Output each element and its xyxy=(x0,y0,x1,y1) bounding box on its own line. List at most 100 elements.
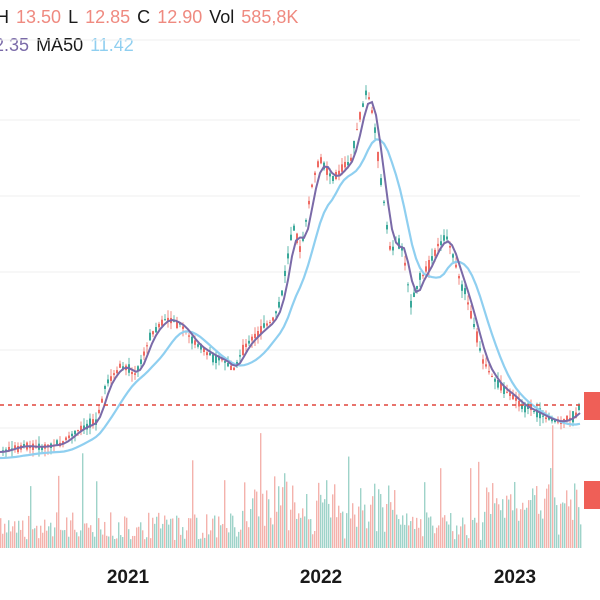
ohlc-legend: H 13.50 L 12.85 C 12.90 Vol 585,8K xyxy=(0,6,300,28)
volume-bar xyxy=(394,490,396,548)
volume-bar xyxy=(10,531,12,548)
candle-body xyxy=(122,366,124,369)
volume-bar xyxy=(122,536,124,548)
volume-bar xyxy=(160,528,162,548)
volume-bar xyxy=(504,517,506,548)
volume-bar xyxy=(244,482,246,548)
volume-bar xyxy=(86,523,88,548)
volume-bar xyxy=(470,468,472,548)
volume-bar xyxy=(568,506,570,548)
candle-body xyxy=(197,344,199,347)
volume-bar xyxy=(36,525,38,548)
volume-bar xyxy=(266,490,268,548)
volume-bar xyxy=(176,515,178,548)
candle-body xyxy=(488,370,490,373)
volume-bar xyxy=(68,536,70,548)
volume-bar xyxy=(132,535,134,548)
volume-bar xyxy=(310,519,312,548)
volume-bar xyxy=(252,498,254,548)
volume-bar xyxy=(178,517,180,548)
volume-bar xyxy=(438,525,440,548)
volume-bar xyxy=(40,525,42,548)
volume-bar xyxy=(328,503,330,548)
volume-bar xyxy=(456,525,458,548)
candle-body xyxy=(278,301,280,308)
candle-body xyxy=(506,391,508,393)
candle-body xyxy=(383,201,385,204)
candle-body xyxy=(152,331,154,335)
x-tick-label: 2022 xyxy=(300,567,342,588)
volume-bar xyxy=(50,522,52,548)
candle-body xyxy=(158,323,160,328)
ma20-line xyxy=(0,100,581,453)
candle-body xyxy=(413,292,415,298)
volume-bar xyxy=(502,499,504,548)
volume-bar xyxy=(38,538,40,548)
candle-body xyxy=(287,253,289,259)
volume-bar xyxy=(284,473,286,548)
volume-bar xyxy=(46,530,48,548)
candle-body xyxy=(131,372,133,375)
volume-bar xyxy=(466,535,468,548)
volume-bar xyxy=(154,523,156,548)
volume-value: 585,8K xyxy=(241,7,299,27)
volume-bar xyxy=(406,513,408,548)
candle-body xyxy=(80,425,82,432)
candle-body xyxy=(449,246,451,248)
volume-bar xyxy=(272,524,274,548)
volume-bar xyxy=(274,476,276,548)
candle-body xyxy=(359,112,361,120)
volume-bar xyxy=(442,517,444,548)
volume-bar xyxy=(528,500,530,548)
volume-bar xyxy=(26,539,28,548)
volume-bar xyxy=(248,527,250,548)
candle-body xyxy=(386,224,388,230)
volume-bar xyxy=(184,538,186,548)
candle-body xyxy=(23,444,25,447)
candle-body xyxy=(167,317,169,321)
candle-body xyxy=(119,363,121,368)
volume-bar xyxy=(304,516,306,548)
candle-body xyxy=(8,446,10,451)
volume-bar xyxy=(340,512,342,548)
candle-body xyxy=(578,404,580,411)
volume-bar xyxy=(354,514,356,548)
candle-body xyxy=(161,319,163,326)
candle-body xyxy=(191,336,193,344)
volume-label: Vol xyxy=(209,7,235,27)
candle-body xyxy=(65,437,67,441)
volume-bar xyxy=(4,523,6,548)
volume-bar xyxy=(120,535,122,548)
candle-body xyxy=(209,352,211,356)
candle-body xyxy=(422,274,424,277)
volume-bar xyxy=(464,524,466,548)
volume-bar xyxy=(308,519,310,548)
volume-bar xyxy=(28,515,30,548)
volume-bar xyxy=(30,486,32,548)
volume-bar xyxy=(186,530,188,548)
volume-bar xyxy=(526,507,528,548)
volume-bar xyxy=(238,531,240,548)
candle-body xyxy=(515,397,517,401)
volume-bar xyxy=(580,524,582,548)
volume-bar xyxy=(104,521,106,548)
candle-body xyxy=(149,332,151,341)
volume-bar xyxy=(202,532,204,548)
volume-bar xyxy=(374,483,376,548)
volume-bar xyxy=(246,521,248,548)
candle-body xyxy=(455,264,457,268)
candle-body xyxy=(113,373,115,375)
candle-body xyxy=(248,340,250,344)
volume-bar xyxy=(100,529,102,548)
volume-bar xyxy=(22,520,24,548)
volume-bar xyxy=(300,517,302,548)
volume-bar xyxy=(484,511,486,548)
candle-body xyxy=(503,385,505,394)
volume-bar xyxy=(144,539,146,548)
volume-bar xyxy=(6,532,8,548)
volume-bar xyxy=(388,485,390,548)
volume-bar xyxy=(90,525,92,548)
volume-bar xyxy=(218,516,220,548)
candle-body xyxy=(416,285,418,290)
